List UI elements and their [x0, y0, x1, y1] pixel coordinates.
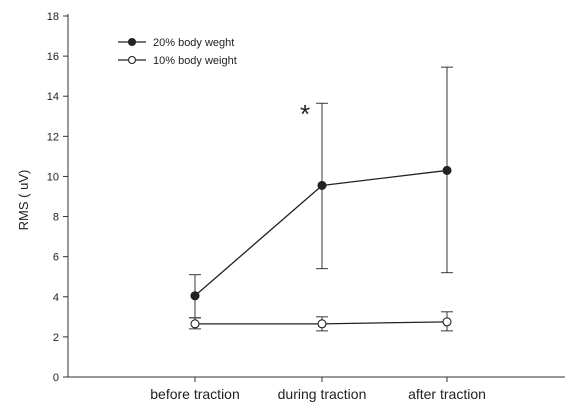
chart-marks: *: [189, 66, 453, 332]
y-tick-label: 4: [53, 292, 59, 304]
data-point-filled: [190, 291, 200, 301]
y-tick-label: 18: [47, 11, 59, 23]
x-tick-label: before traction: [150, 386, 240, 402]
x-tick-label: after traction: [408, 386, 486, 402]
y-tick-label: 2: [53, 332, 59, 344]
x-tick-label: during traction: [278, 386, 367, 402]
legend: 20% body weght 10% body weight: [118, 37, 237, 67]
legend-label: 10% body weight: [153, 55, 237, 67]
data-point-open: [442, 317, 452, 327]
axes: 0 2 4 6 8 10 12 14 16 18 before traction during tra…: [47, 11, 565, 402]
y-tick-label: 12: [47, 131, 59, 143]
y-tick-label: 0: [53, 372, 59, 384]
y-tick-label: 16: [47, 51, 59, 63]
y-tick-label: 6: [53, 252, 59, 264]
y-axis-title: RMS ( uV): [16, 170, 31, 231]
y-tick-label: 14: [47, 91, 59, 103]
legend-marker: [127, 55, 137, 65]
y-tick-label: 10: [47, 171, 59, 183]
legend-label: 20% body weght: [153, 37, 234, 49]
data-point-filled: [317, 180, 327, 191]
significance-annotation: *: [300, 99, 310, 129]
data-point-open: [317, 319, 327, 329]
data-point-filled: [442, 165, 452, 175]
legend-marker: [127, 37, 137, 47]
y-tick-label: 8: [53, 212, 59, 224]
data-point-open: [190, 319, 200, 329]
